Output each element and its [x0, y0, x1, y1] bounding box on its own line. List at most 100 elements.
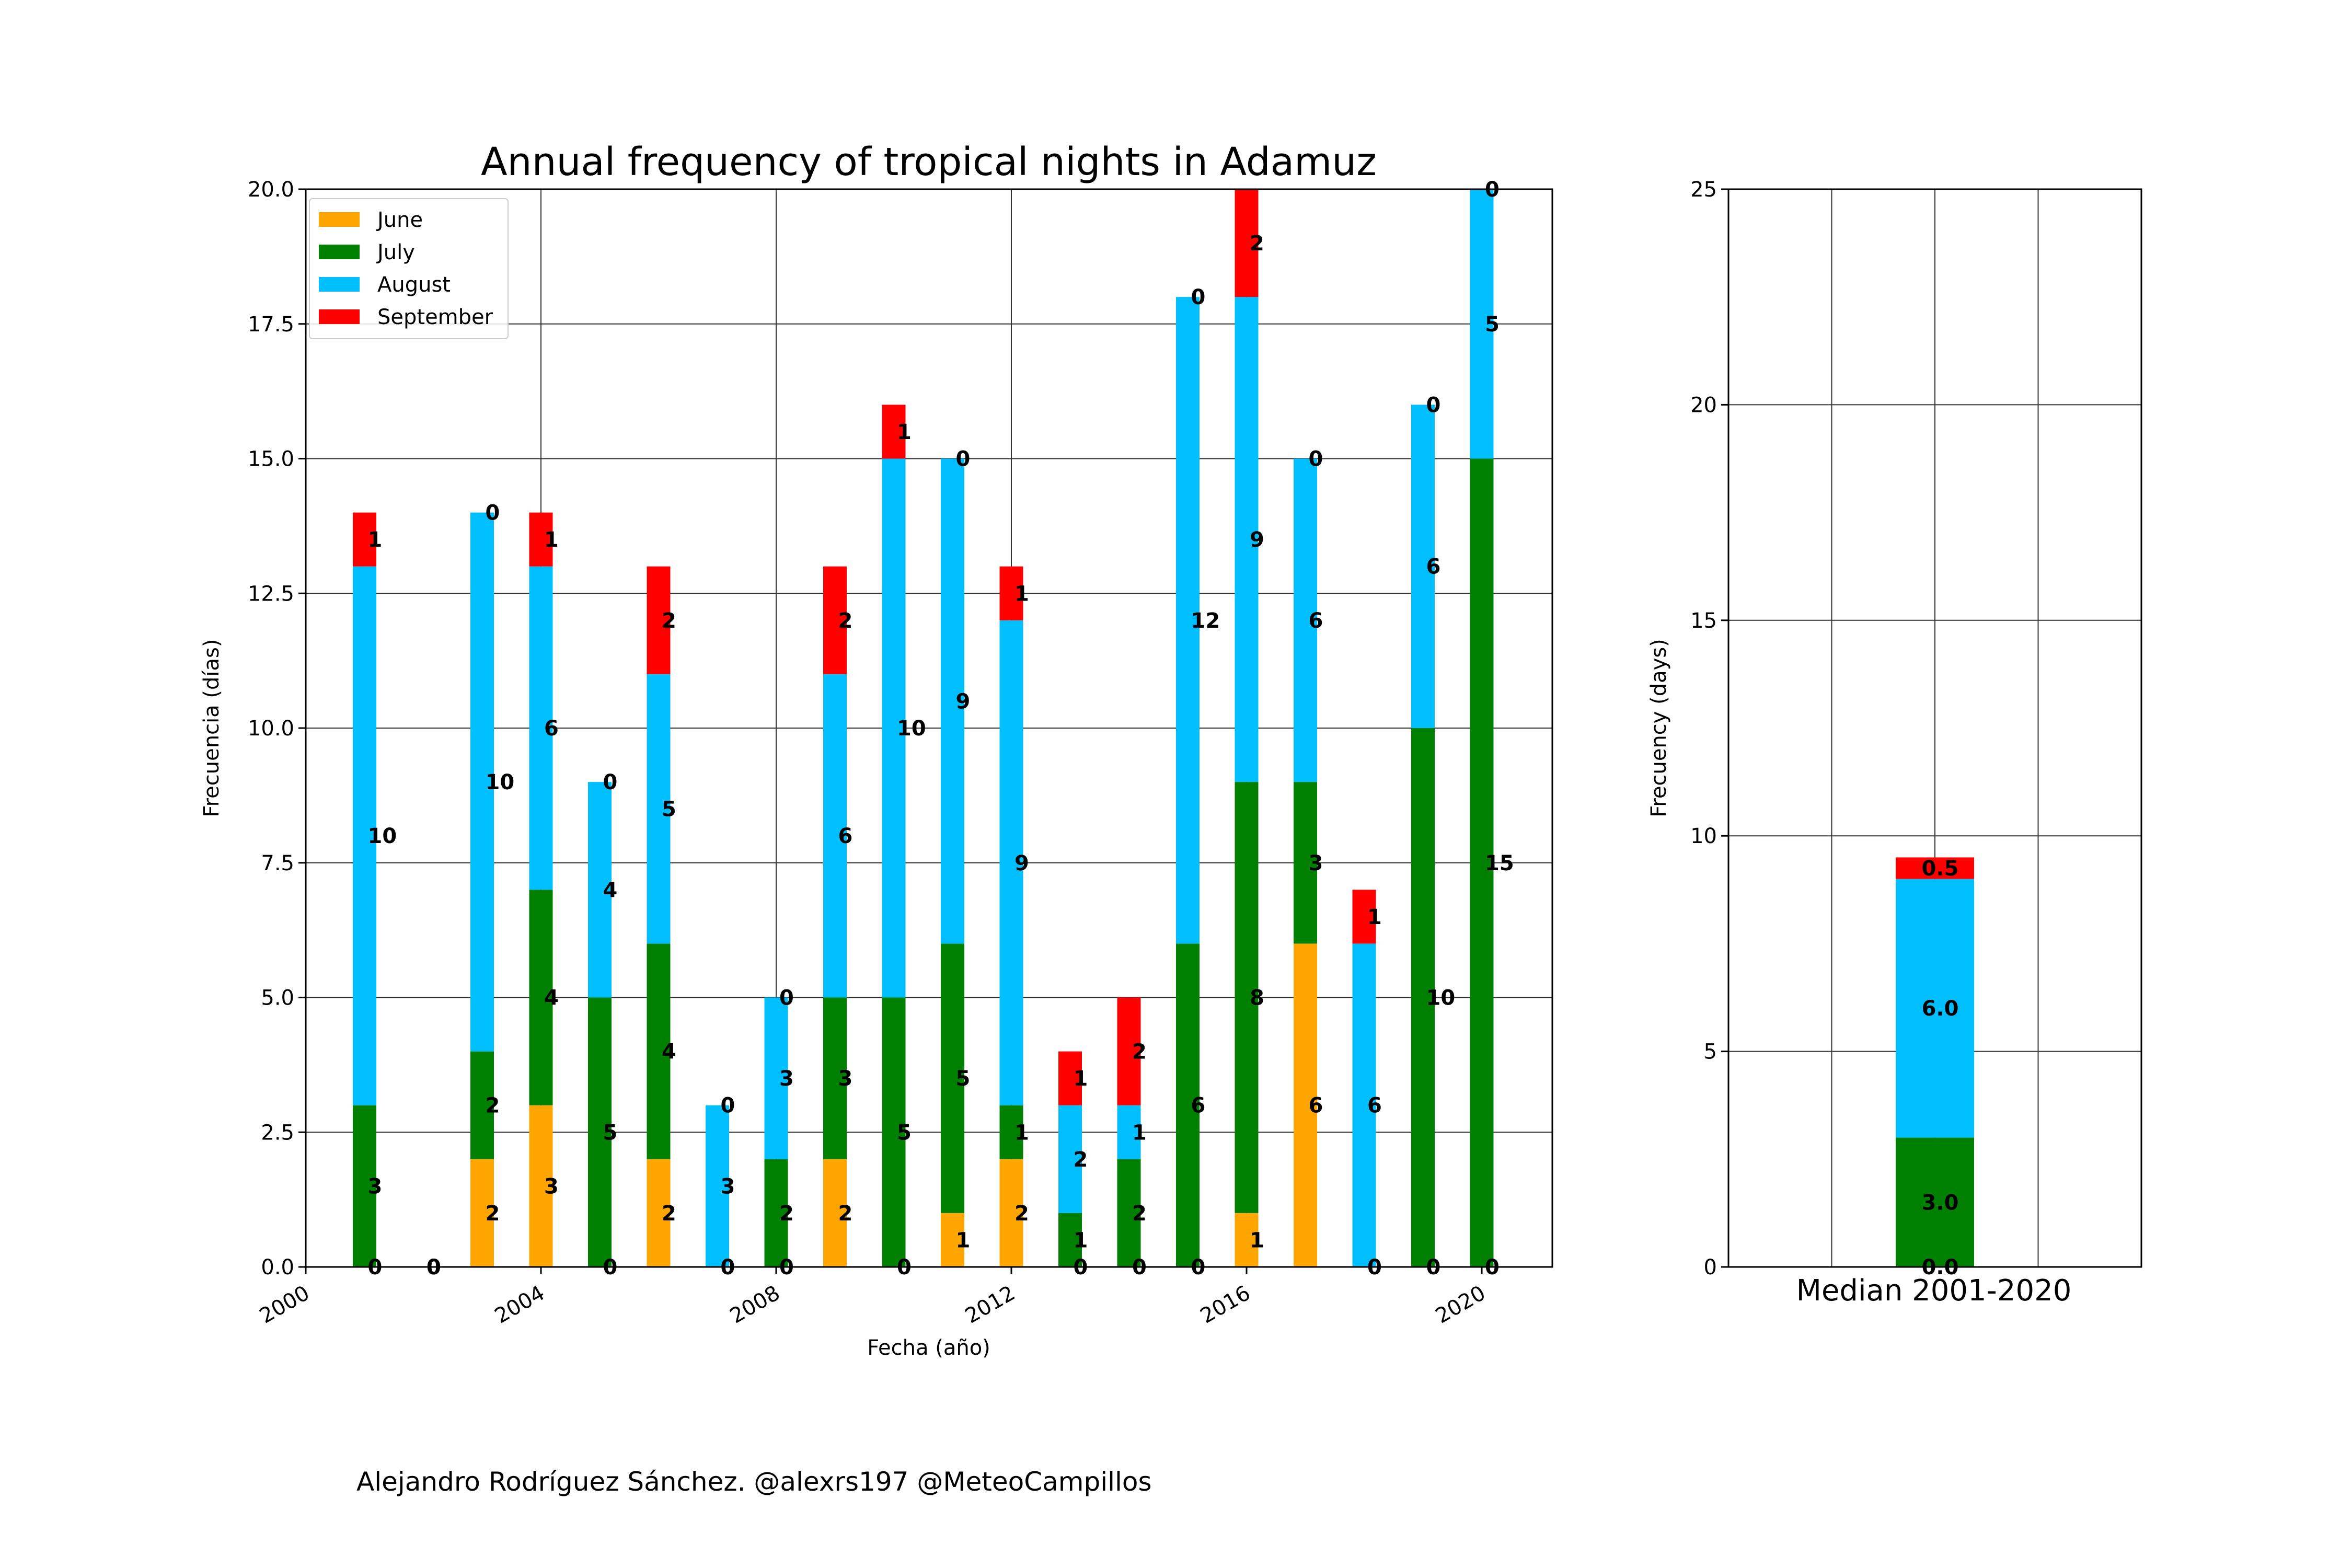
main-y-tick-label: 2.5: [261, 1121, 294, 1145]
median-bar-label-september: 0.5: [1922, 857, 1959, 881]
median-y-tick-label: 15: [1690, 609, 1717, 633]
bar-label-2006-june: 2: [662, 1202, 676, 1226]
bar-2016-september: [1235, 189, 1259, 297]
bar-label-2014-july: 2: [1132, 1202, 1147, 1226]
median-y-tick-label: 0: [1704, 1255, 1717, 1279]
main-y-tick-label: 20.0: [248, 178, 294, 202]
bar-2016-july: [1235, 782, 1259, 1213]
bar-label-2011-august: 9: [956, 689, 971, 713]
bar-label-2016-june: 1: [1250, 1228, 1264, 1252]
bar-label-2006-august: 5: [662, 798, 676, 822]
legend-swatch-september: [319, 309, 360, 324]
bar-label-2014-august: 1: [1132, 1121, 1147, 1145]
bar-label-2013-july: 1: [1074, 1228, 1088, 1252]
bar-2017-august: [1294, 458, 1317, 782]
bar-2007-august: [706, 1105, 729, 1267]
bar-2012-september: [999, 566, 1023, 620]
bar-label-2012-june: 2: [1014, 1202, 1029, 1226]
bar-2004-august: [529, 566, 553, 890]
main-y-tick-label: 0.0: [261, 1255, 294, 1279]
bar-2006-july: [647, 943, 671, 1159]
bar-label-2004-june: 3: [544, 1174, 559, 1198]
main-y-axis-label: Frecuencia (días): [200, 639, 224, 817]
median-bar-label-july: 3.0: [1922, 1191, 1959, 1215]
bar-2005-july: [588, 997, 612, 1267]
bar-2011-july: [941, 943, 964, 1213]
bar-2006-september: [647, 566, 671, 674]
bar-2003-june: [470, 1159, 494, 1267]
main-x-tick-label: 2008: [726, 1281, 784, 1329]
bar-2009-june: [823, 1159, 847, 1267]
bar-label-2003-july: 2: [486, 1094, 500, 1118]
bar-label-2009-june: 2: [838, 1202, 853, 1226]
bar-label-2016-july: 8: [1250, 986, 1264, 1010]
main-y-tick-label: 7.5: [261, 851, 294, 875]
bar-2003-july: [470, 1051, 494, 1159]
main-x-tick-label: 2016: [1196, 1281, 1254, 1329]
median-y-tick-label: 5: [1704, 1040, 1717, 1064]
bar-label-2003-june: 2: [486, 1202, 500, 1226]
bar-label-2017-august: 6: [1309, 609, 1323, 633]
bar-2012-august: [999, 620, 1023, 1105]
bar-2004-september: [529, 512, 553, 567]
median-bar-september: [1896, 857, 1974, 879]
median-bar-label-august: 6.0: [1922, 997, 1959, 1021]
bar-2008-august: [764, 997, 788, 1159]
legend-label-july: July: [376, 240, 415, 264]
bar-2013-july: [1058, 1213, 1082, 1267]
bar-label-2014-september: 2: [1132, 1040, 1147, 1064]
bar-label-2018-september: 1: [1367, 905, 1382, 929]
bar-label-2011-july: 5: [956, 1067, 971, 1091]
bar-2006-june: [647, 1159, 671, 1267]
bar-label-2019-september: 0: [1426, 393, 1441, 417]
legend-label-august: August: [377, 273, 451, 297]
bar-label-2008-july: 2: [779, 1202, 794, 1226]
median-category-label: Median 2001-2020: [1796, 1274, 2072, 1308]
main-x-tick-label: 2020: [1432, 1281, 1490, 1329]
legend-swatch-july: [319, 245, 360, 259]
bar-2020-august: [1470, 189, 1494, 459]
bar-label-2010-september: 1: [897, 420, 912, 444]
main-y-tick-label: 12.5: [248, 582, 294, 606]
bar-2012-june: [999, 1159, 1023, 1267]
median-bar-july: [1896, 1137, 1974, 1267]
bar-2009-august: [823, 674, 847, 998]
bar-label-2001-july: 3: [368, 1174, 383, 1198]
main-x-tick-label: 2004: [491, 1281, 549, 1329]
bar-label-2013-august: 2: [1074, 1148, 1088, 1172]
bar-label-2012-july: 1: [1014, 1121, 1029, 1145]
median-y-tick-label: 20: [1690, 393, 1717, 417]
bar-2001-august: [353, 566, 376, 1105]
bar-2005-august: [588, 782, 612, 998]
bar-2014-september: [1117, 997, 1141, 1105]
median-bars: [1896, 857, 1974, 1267]
bar-label-2017-july: 3: [1309, 851, 1323, 875]
bar-2006-august: [647, 674, 671, 944]
bar-label-2017-september: 0: [1309, 447, 1323, 471]
bar-label-2006-september: 2: [662, 609, 676, 633]
bar-label-2016-september: 2: [1250, 232, 1264, 256]
bar-label-2009-august: 6: [838, 824, 853, 848]
bar-2019-august: [1411, 405, 1435, 728]
main-y-tick-label: 15.0: [248, 447, 294, 471]
bar-label-2003-august: 10: [486, 770, 515, 794]
bar-label-2004-september: 1: [544, 528, 559, 552]
main-bars: [353, 189, 1494, 1267]
bar-2013-august: [1058, 1105, 1082, 1213]
bar-2004-july: [529, 890, 553, 1105]
bar-label-2013-september: 1: [1074, 1067, 1088, 1091]
bar-2012-july: [999, 1105, 1023, 1159]
bar-2017-june: [1294, 943, 1317, 1267]
bar-label-2019-july: 10: [1426, 986, 1456, 1010]
bar-2010-august: [882, 458, 906, 998]
median-y-tick-label: 10: [1690, 824, 1717, 848]
legend-label-june: June: [376, 208, 423, 232]
main-x-tick-label: 2000: [256, 1281, 314, 1329]
bar-label-2020-july: 15: [1485, 851, 1514, 875]
bar-label-2010-august: 10: [897, 717, 926, 741]
main-chart-title: Annual frequency of tropical nights in A…: [481, 140, 1377, 185]
bar-2018-september: [1352, 890, 1376, 944]
bar-label-2004-july: 4: [544, 986, 559, 1010]
bar-2009-july: [823, 997, 847, 1159]
